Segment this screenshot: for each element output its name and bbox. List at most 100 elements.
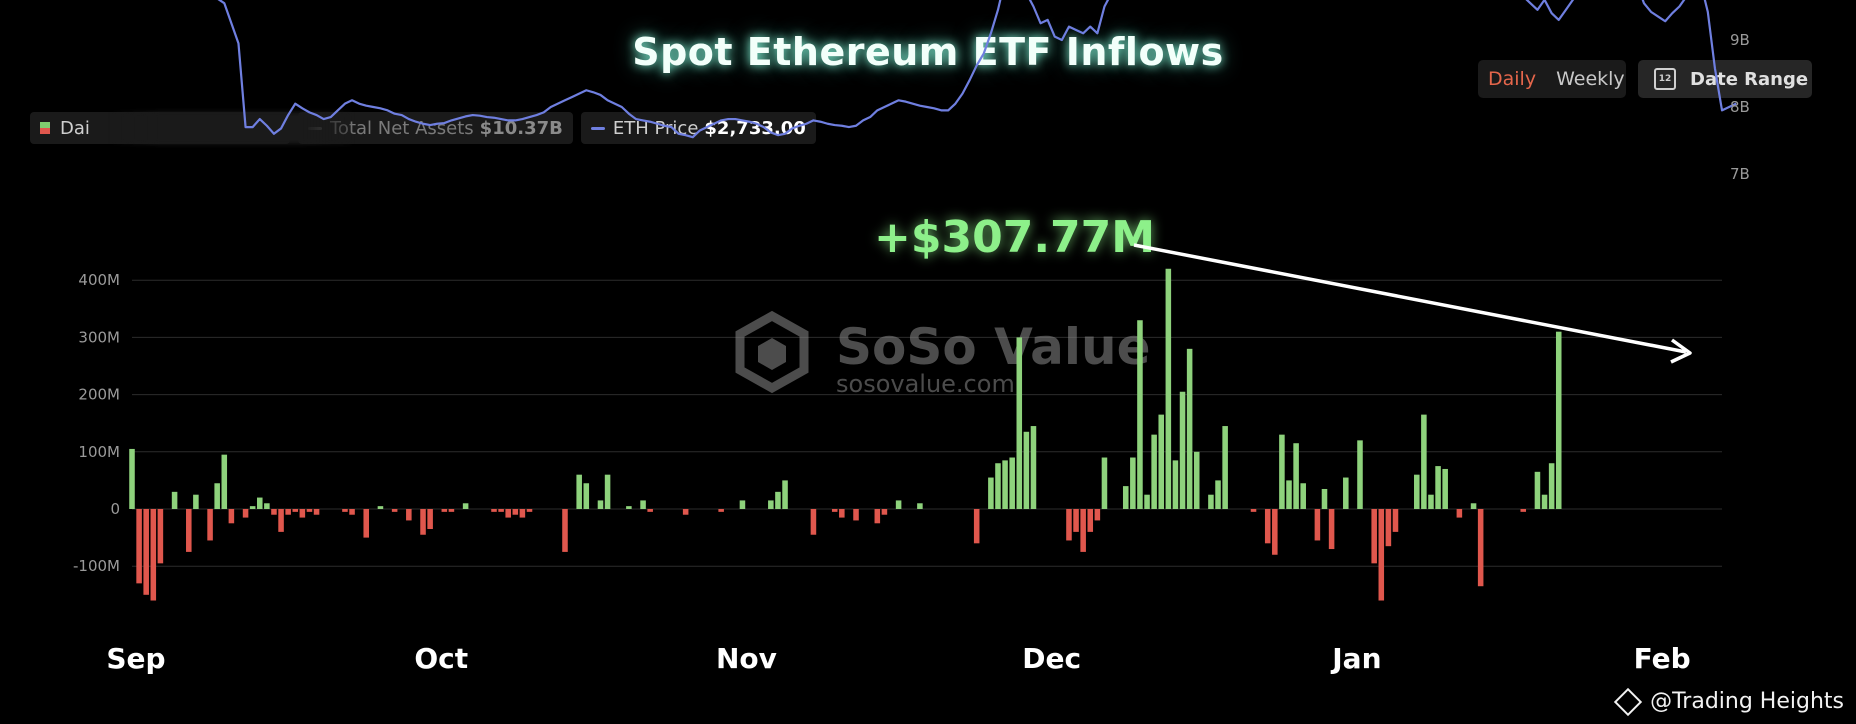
bar xyxy=(682,509,689,515)
bar xyxy=(576,474,582,509)
bar xyxy=(292,509,299,512)
bar xyxy=(391,509,398,512)
y2-tick-label: 8B xyxy=(1730,98,1750,116)
bar xyxy=(718,509,724,512)
bar xyxy=(647,509,653,512)
bar-swatch-icon xyxy=(40,122,50,134)
annotation-arrow xyxy=(1133,243,1692,364)
bar xyxy=(264,503,270,509)
bar xyxy=(448,509,455,512)
eth-price-line xyxy=(217,0,1737,139)
bar xyxy=(1378,509,1385,601)
bar xyxy=(1421,414,1427,509)
bar xyxy=(143,509,149,595)
credit-text: @Trading Heights xyxy=(1650,689,1844,714)
bar xyxy=(1130,457,1136,509)
legend-tna-value: $10.37B xyxy=(479,117,563,139)
bar xyxy=(839,509,845,518)
bar xyxy=(853,509,859,521)
bar xyxy=(441,509,448,512)
bar xyxy=(881,509,888,515)
bar xyxy=(988,477,994,509)
y-tick-label: 200M xyxy=(78,386,120,404)
y-tick-label: 400M xyxy=(78,271,120,289)
bar xyxy=(1357,440,1363,509)
bar xyxy=(1016,337,1023,509)
bar xyxy=(1385,509,1392,547)
bar xyxy=(427,509,433,530)
bar xyxy=(491,509,497,512)
y2-tick-label: 7B xyxy=(1730,165,1750,183)
bar xyxy=(583,483,590,509)
date-range-button[interactable]: 12 Date Range xyxy=(1638,60,1812,98)
watermark: SoSo Value sosovalue.com xyxy=(735,310,1150,398)
bar xyxy=(1279,434,1285,509)
bar xyxy=(1321,488,1328,509)
bar xyxy=(626,506,632,509)
bar xyxy=(1456,509,1463,518)
sosovalue-logo-icon xyxy=(735,310,809,394)
bar xyxy=(221,454,228,509)
bar xyxy=(512,509,519,515)
bar xyxy=(1548,463,1555,509)
bar xyxy=(895,500,902,509)
bar xyxy=(171,491,178,509)
watermark-url: sosovalue.com xyxy=(836,370,1015,398)
y-tick-label: 300M xyxy=(78,328,120,346)
bar xyxy=(278,509,284,532)
bar xyxy=(306,509,313,512)
bar xyxy=(1293,443,1299,509)
y-tick-label: 100M xyxy=(78,443,120,461)
bar xyxy=(775,491,781,509)
bar xyxy=(1470,503,1477,509)
bar xyxy=(193,494,199,509)
bar xyxy=(874,509,881,524)
month-label: Sep xyxy=(106,642,165,675)
bar xyxy=(1414,474,1420,509)
bars xyxy=(129,268,1562,601)
bar xyxy=(1094,509,1101,521)
y-tick-label: 0 xyxy=(110,500,120,518)
bar xyxy=(1144,494,1150,509)
period-toggle[interactable]: Daily Weekly xyxy=(1478,60,1626,98)
bar xyxy=(1066,509,1072,541)
bar xyxy=(1264,509,1271,544)
weekly-option[interactable]: Weekly xyxy=(1556,68,1625,90)
daily-option[interactable]: Daily xyxy=(1488,68,1537,90)
bar xyxy=(1392,509,1399,532)
bar xyxy=(562,509,568,552)
grid-lines xyxy=(132,279,1722,567)
month-label: Oct xyxy=(414,642,468,675)
bar xyxy=(377,506,384,509)
month-label: Feb xyxy=(1634,642,1691,675)
bar xyxy=(1371,509,1377,564)
bar xyxy=(768,500,774,509)
bar xyxy=(1534,471,1541,509)
bar xyxy=(242,509,249,518)
bar xyxy=(831,509,838,512)
bar xyxy=(1343,477,1349,509)
bar xyxy=(1030,426,1037,509)
bar xyxy=(597,500,604,509)
bar xyxy=(810,509,817,535)
bar xyxy=(228,509,235,524)
bar xyxy=(995,463,1001,509)
bar xyxy=(1222,426,1228,509)
bar xyxy=(271,509,277,515)
legend-eth-value: $2,733.00 xyxy=(704,117,806,139)
bar xyxy=(1087,509,1094,532)
calendar-icon: 12 xyxy=(1654,68,1676,90)
bar xyxy=(299,509,306,518)
bar xyxy=(1555,331,1562,509)
y2-axis-ticks: 12B11B10B9B8B7B xyxy=(1730,31,1750,183)
bar xyxy=(1215,480,1221,509)
bar xyxy=(313,509,320,515)
bar xyxy=(1442,468,1448,509)
bar xyxy=(462,503,469,509)
bar xyxy=(1477,509,1484,587)
y-tick-label: -100M xyxy=(73,557,120,575)
watermark-brand: SoSo Value xyxy=(836,318,1150,376)
bar xyxy=(1286,480,1292,509)
